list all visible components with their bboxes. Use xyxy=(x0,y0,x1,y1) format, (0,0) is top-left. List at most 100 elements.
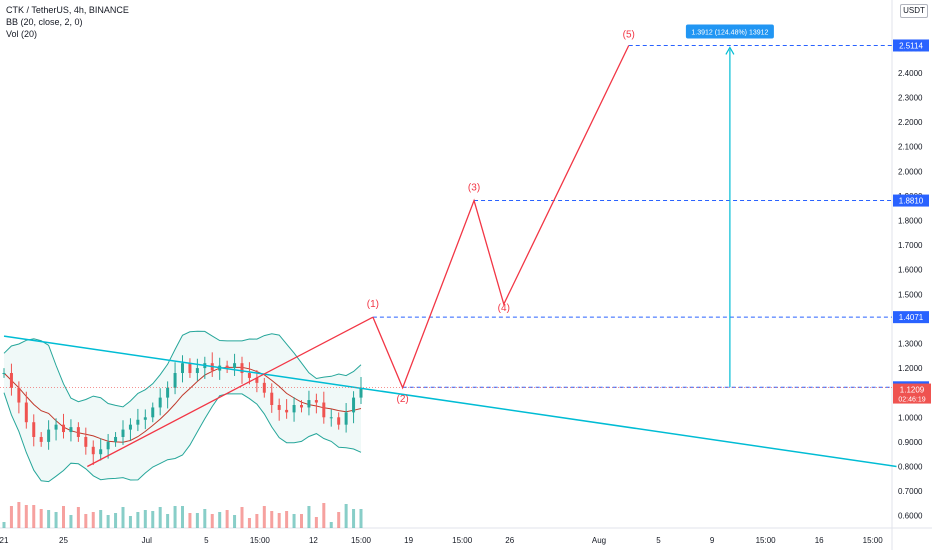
volume-bar xyxy=(166,514,170,528)
current-price-tag-bg xyxy=(893,383,931,404)
measure-label-text: 1.3912 (124.48%) 13912 xyxy=(691,29,768,36)
candle-body xyxy=(47,429,51,442)
level3-price-tag-text: 1.8810 xyxy=(899,197,924,206)
volume-bar xyxy=(210,514,214,528)
bb-indicator-label[interactable]: BB (20, close, 2, 0) xyxy=(6,17,83,27)
volume-bar xyxy=(314,517,318,528)
currency-badge[interactable]: USDT xyxy=(900,4,928,18)
candle-body xyxy=(39,436,43,442)
volume-bar xyxy=(292,514,296,528)
volume-bar xyxy=(54,512,58,528)
measure-arrowhead xyxy=(725,46,735,55)
candle-body xyxy=(91,446,95,455)
volume-bar xyxy=(91,512,95,528)
wave-label: (4) xyxy=(498,303,510,314)
volume-bar xyxy=(329,522,333,528)
y-tick-label: 0.8000 xyxy=(898,462,923,471)
y-tick-label: 2.0000 xyxy=(898,167,923,176)
x-tick-label: 16 xyxy=(815,536,824,545)
candle-body xyxy=(300,404,303,408)
x-tick-label: 15:00 xyxy=(351,536,372,545)
candle-body xyxy=(352,397,356,413)
volume-indicator-label[interactable]: Vol (20) xyxy=(6,29,38,39)
x-tick-label: 5 xyxy=(656,536,661,545)
volume-bar xyxy=(62,506,65,528)
x-tick-label: 26 xyxy=(505,536,514,545)
candle-body xyxy=(322,402,326,418)
countdown-text: 02:46:19 xyxy=(898,397,925,404)
volume-bar xyxy=(84,514,88,528)
y-tick-label: 1.2000 xyxy=(898,364,923,373)
volume-bar xyxy=(300,514,303,528)
volume-bar xyxy=(151,511,155,528)
level5-price-tag-text: 2.5114 xyxy=(899,41,923,50)
y-tick-label: 1.6000 xyxy=(898,266,923,275)
candle-body xyxy=(54,424,58,430)
volume-bar xyxy=(203,509,207,528)
x-tick-label: 21 xyxy=(0,536,9,545)
x-tick-label: 15:00 xyxy=(756,536,777,545)
candle-body xyxy=(181,363,184,374)
volume-bar xyxy=(114,513,118,528)
wave-label: (5) xyxy=(623,29,635,40)
volume-bar xyxy=(106,515,110,528)
volume-bar xyxy=(173,506,177,528)
candle-body xyxy=(2,373,6,375)
volume-bar xyxy=(47,510,51,528)
wave-label: (2) xyxy=(397,394,409,405)
candle-body xyxy=(344,412,348,425)
volume-bar xyxy=(136,512,140,528)
bb-lower-line xyxy=(3,392,362,483)
symbol-title[interactable]: CTK / TetherUS, 4h, BINANCE xyxy=(6,5,129,15)
candle-body xyxy=(188,363,192,374)
candle-body xyxy=(314,400,318,403)
y-tick-label: 0.7000 xyxy=(898,487,923,496)
volume-bar xyxy=(195,513,199,528)
volume-bar xyxy=(247,518,251,528)
volume-bar xyxy=(76,507,80,528)
volume-bar xyxy=(218,512,222,528)
candle-body xyxy=(151,407,155,418)
candle-body xyxy=(277,404,281,410)
candle-body xyxy=(158,397,162,408)
candle-body xyxy=(106,441,110,450)
candle-body xyxy=(166,387,170,398)
x-tick-label: 15:00 xyxy=(250,536,271,545)
candle-body xyxy=(84,436,88,447)
candle-body xyxy=(99,449,103,455)
volume-bar xyxy=(262,506,266,528)
volume-bar xyxy=(188,513,192,528)
candle-body xyxy=(76,427,80,437)
candle-body xyxy=(143,417,147,420)
volume-bar xyxy=(285,511,289,528)
candle-body xyxy=(240,363,244,374)
volume-bar xyxy=(2,522,6,528)
candle-body xyxy=(121,429,125,437)
volume-bar xyxy=(17,502,21,528)
elliott-wave-path xyxy=(372,45,630,390)
bb-upper-line xyxy=(3,330,362,408)
y-tick-label: 2.1000 xyxy=(898,143,923,152)
candle-body xyxy=(173,373,177,388)
volume-bar xyxy=(225,510,229,528)
candle-body xyxy=(359,387,363,398)
candle-body xyxy=(24,402,28,423)
volume-bar xyxy=(344,504,348,528)
candle-body xyxy=(32,422,36,437)
level1-price-tag-text: 1.4071 xyxy=(899,313,924,322)
x-tick-label: 5 xyxy=(204,536,209,545)
candle-body xyxy=(247,373,251,378)
level3-price-tag-bg xyxy=(893,194,929,207)
x-tick-label: 9 xyxy=(710,536,715,545)
y-tick-label: 1.8000 xyxy=(898,216,923,225)
y-tick-label: 2.4000 xyxy=(898,69,923,78)
y-tick-label: 2.2000 xyxy=(898,118,923,127)
candle-body xyxy=(337,417,341,425)
volume-bar xyxy=(352,509,356,528)
volume-bar xyxy=(337,512,341,528)
volume-bar xyxy=(24,505,28,528)
candle-body xyxy=(225,365,229,369)
candle-body xyxy=(292,404,296,413)
